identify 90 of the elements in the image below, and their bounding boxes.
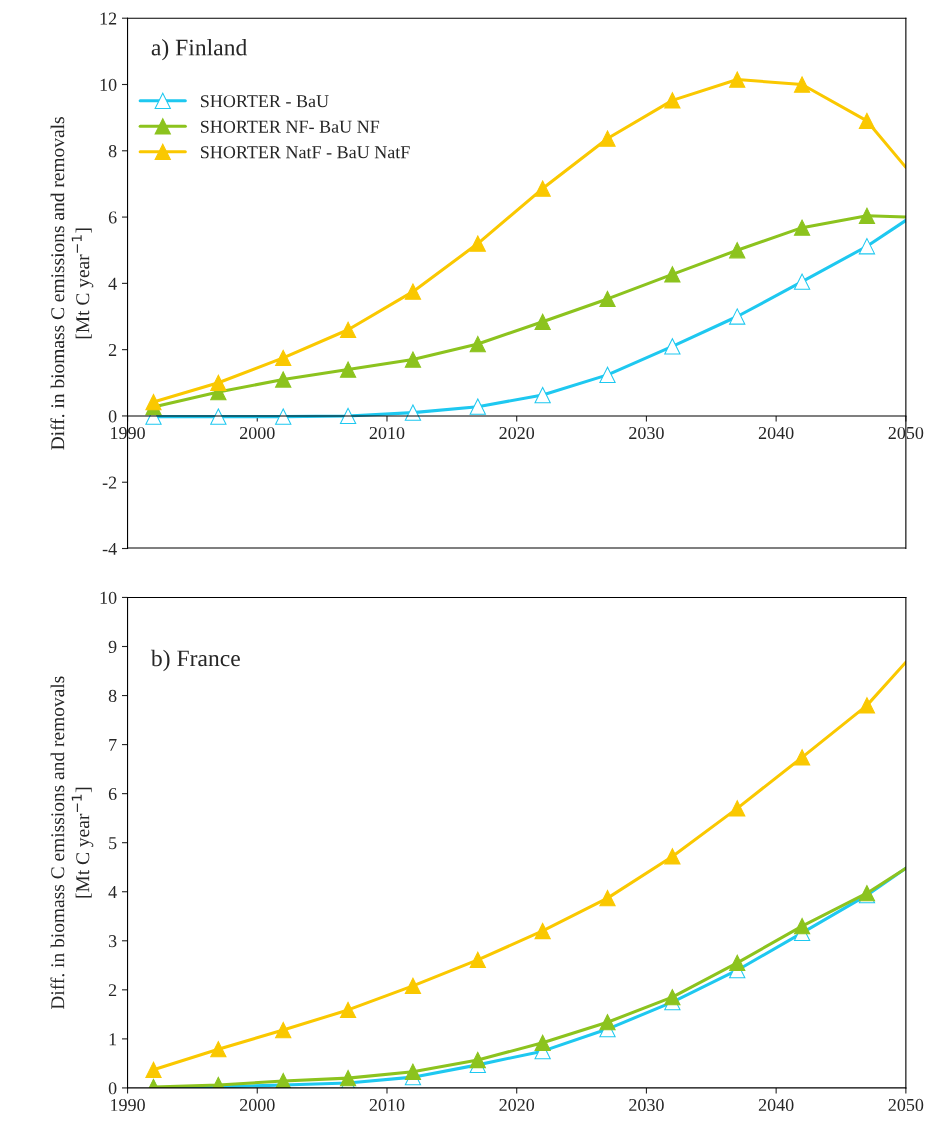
x-tick-label: 2010 — [369, 426, 405, 440]
point — [729, 308, 746, 325]
point — [793, 219, 811, 236]
point — [404, 977, 422, 995]
legend-label: SHORTER NF- BaU NF — [200, 120, 380, 133]
x-tick-label: 2030 — [629, 1098, 664, 1112]
point — [534, 313, 551, 330]
text: a) Finland — [151, 38, 247, 61]
point — [664, 266, 681, 283]
point — [404, 351, 422, 368]
point — [469, 235, 486, 252]
point — [404, 1063, 422, 1080]
x-tick-label: 2030 — [629, 426, 664, 440]
point — [729, 800, 746, 817]
point — [858, 238, 876, 255]
y-tick-label: 5 — [109, 837, 117, 850]
x-tick-label: 2010 — [369, 1098, 405, 1112]
point — [339, 321, 357, 338]
y-tick-label: 7 — [109, 739, 117, 751]
point — [275, 371, 292, 388]
point — [793, 76, 811, 93]
x-tick-label: 2020 — [499, 1098, 535, 1112]
y-axis-title: Diff. in biomass C emissions and removals [Mt C year$^{−1}$] — [50, 676, 94, 1010]
y-tick-label: 0 — [108, 1082, 117, 1095]
point — [858, 207, 876, 224]
point — [469, 398, 486, 415]
point — [339, 1069, 357, 1087]
point — [793, 917, 811, 935]
point — [793, 749, 811, 766]
point — [534, 180, 551, 197]
point — [534, 386, 551, 404]
point — [599, 130, 616, 147]
legend-label: SHORTER - BaU — [200, 95, 329, 108]
y-tick-label: 3 — [108, 935, 117, 948]
point — [534, 1034, 551, 1051]
point — [275, 408, 292, 425]
x-tick-label: 2000 — [240, 1098, 275, 1112]
point — [469, 335, 486, 353]
y-tick-label: 10 — [100, 78, 117, 91]
point — [145, 1061, 162, 1078]
point — [469, 951, 486, 969]
point — [534, 922, 551, 940]
point — [339, 1001, 357, 1019]
y-tick-label: 1 — [109, 1033, 117, 1046]
point — [858, 112, 876, 130]
point — [210, 374, 227, 391]
point — [858, 697, 876, 714]
point — [275, 349, 292, 367]
y-axis-title: Diff. in biomass C emissions and removals [Mt C year$^{−1}$] — [50, 117, 94, 450]
point — [664, 989, 681, 1006]
y-tick-label: 6 — [108, 787, 117, 801]
x-tick-label: 2040 — [758, 426, 794, 440]
point — [729, 954, 746, 972]
point — [275, 1021, 292, 1039]
point — [793, 273, 811, 290]
y-tick-label: -2 — [102, 476, 117, 489]
point — [664, 848, 681, 865]
point — [210, 408, 227, 425]
y-tick-label: 0 — [108, 410, 117, 423]
y-tick-label: 10 — [100, 591, 117, 604]
point — [599, 889, 616, 907]
y-tick-label: 6 — [108, 211, 117, 224]
x-tick-label: 1990 — [111, 1098, 145, 1112]
y-tick-label: 9 — [108, 640, 117, 653]
point — [145, 393, 162, 411]
point — [729, 242, 746, 259]
x-tick-label: 2000 — [240, 426, 275, 440]
point — [404, 283, 422, 300]
y-tick-label: -4 — [102, 542, 117, 555]
x-tick-label: 2020 — [499, 426, 535, 440]
point — [599, 1014, 616, 1031]
y-tick-label: 4 — [108, 886, 117, 898]
x-tick-label: 2050 — [888, 1098, 924, 1112]
text: b) France — [150, 649, 240, 672]
y-tick-label: 12 — [100, 12, 117, 25]
point — [664, 338, 681, 355]
point — [664, 92, 681, 109]
y-tick-label: 2 — [108, 343, 117, 356]
point — [339, 361, 357, 378]
point — [469, 1051, 486, 1069]
y-tick-label: 4 — [108, 277, 117, 290]
point — [210, 1041, 227, 1058]
y-tick-label: 2 — [108, 984, 117, 997]
x-tick-label: 2040 — [758, 1098, 794, 1112]
point — [599, 290, 616, 308]
y-tick-label: 8 — [108, 145, 117, 158]
legend-label: SHORTER NatF - BaU NatF — [200, 146, 410, 159]
point — [599, 366, 616, 383]
point — [729, 71, 746, 88]
y-tick-label: 8 — [108, 689, 117, 702]
